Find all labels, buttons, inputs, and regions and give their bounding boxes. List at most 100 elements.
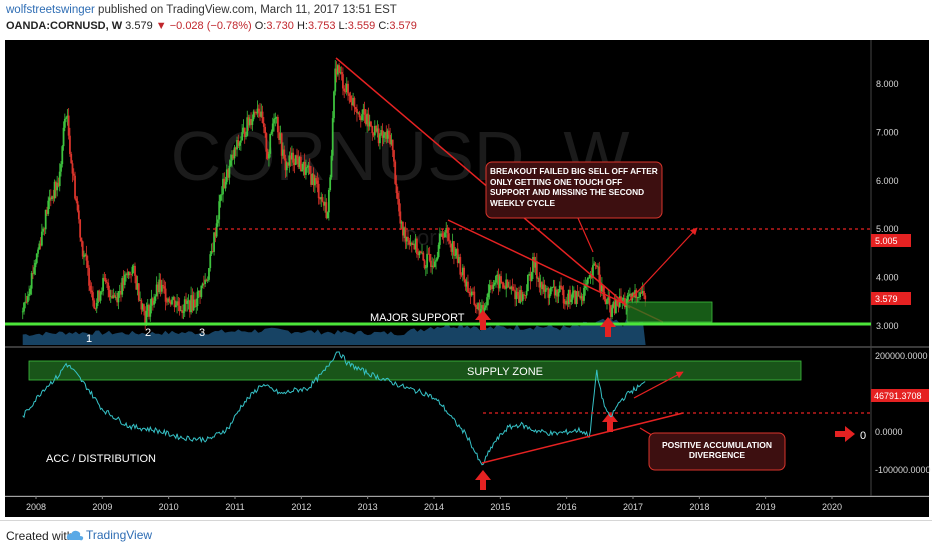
candle-body bbox=[70, 153, 73, 164]
candle-body bbox=[376, 128, 379, 132]
candle-body bbox=[523, 294, 525, 296]
candle-body bbox=[251, 119, 254, 125]
candle-body bbox=[172, 297, 175, 300]
candle-body bbox=[464, 279, 467, 287]
candle-body bbox=[294, 155, 297, 166]
time-axis[interactable]: 2008 2009 2010 2011 2012 2013 2014 2015 2016 2017… bbox=[5, 496, 929, 517]
candle-body bbox=[497, 274, 500, 289]
symbol-label[interactable]: OANDA:CORNUSD, W bbox=[6, 20, 123, 32]
candle-body bbox=[566, 300, 569, 305]
candle-body bbox=[405, 236, 408, 242]
candle-body bbox=[491, 285, 494, 289]
candle-body bbox=[180, 310, 182, 311]
candle-body bbox=[278, 132, 281, 141]
candle-body bbox=[493, 282, 496, 285]
candle-body bbox=[396, 193, 399, 199]
candle-body bbox=[584, 284, 587, 288]
candle-body bbox=[177, 301, 180, 306]
candle-body bbox=[220, 194, 223, 196]
candle-body bbox=[192, 299, 195, 311]
candle-body bbox=[562, 289, 565, 304]
candle-body bbox=[352, 97, 355, 106]
candle-body bbox=[598, 266, 601, 283]
candle-body bbox=[458, 257, 460, 263]
candle-body bbox=[120, 291, 122, 295]
candle-body bbox=[168, 298, 171, 302]
last-price-tag-text: 3.579 bbox=[875, 294, 898, 304]
candle-body bbox=[139, 300, 141, 302]
candle-body bbox=[298, 156, 301, 168]
candle-body bbox=[408, 240, 411, 245]
candle-body bbox=[534, 261, 537, 268]
candle-body bbox=[324, 202, 326, 206]
candle-body bbox=[302, 161, 305, 170]
candle-body bbox=[495, 276, 497, 283]
candle-body bbox=[350, 102, 353, 106]
candle-body bbox=[532, 257, 534, 273]
candle-body bbox=[496, 274, 499, 277]
candle-body bbox=[169, 301, 172, 305]
candle-body bbox=[136, 283, 139, 290]
chart-svg[interactable]: CORNUSD, W Corn MAJOR SUPPORT 1 2 3 BREA… bbox=[0, 38, 932, 520]
candle-body bbox=[467, 281, 469, 292]
candle-body bbox=[91, 292, 94, 301]
candle-body bbox=[509, 286, 511, 290]
candle-body bbox=[256, 108, 259, 114]
close-value: 3.579 bbox=[389, 20, 417, 32]
candle-body bbox=[389, 134, 392, 145]
candle-body bbox=[67, 115, 70, 136]
candle-body bbox=[109, 296, 112, 298]
candle-body bbox=[171, 299, 173, 305]
candle-body bbox=[213, 232, 215, 252]
candle-body bbox=[116, 297, 119, 303]
candle-body bbox=[190, 295, 193, 313]
price-tick-label: 3.000 bbox=[876, 321, 899, 331]
candle-body bbox=[363, 108, 366, 115]
high-label: H: bbox=[296, 20, 308, 32]
candle-body bbox=[504, 287, 506, 289]
price-tick-label: 7.000 bbox=[876, 127, 899, 137]
candle-body bbox=[140, 300, 143, 310]
candle-body bbox=[288, 155, 291, 166]
candle-body bbox=[246, 117, 249, 136]
candle-body bbox=[373, 126, 376, 136]
candle-body bbox=[570, 299, 573, 303]
candle-body bbox=[191, 295, 194, 311]
candle-body bbox=[335, 68, 338, 75]
candle-body bbox=[451, 241, 454, 252]
candle-body bbox=[446, 227, 449, 234]
chart-area[interactable]: CORNUSD, W Corn MAJOR SUPPORT 1 2 3 BREA… bbox=[0, 38, 932, 520]
candle-body bbox=[313, 178, 316, 186]
candle-body bbox=[46, 209, 48, 214]
candle-body bbox=[301, 169, 303, 172]
candle-body bbox=[627, 295, 630, 296]
candle-body bbox=[403, 227, 406, 236]
candle-body bbox=[410, 242, 413, 245]
candle-body bbox=[141, 304, 144, 310]
candle-body bbox=[608, 297, 611, 306]
candle-body bbox=[222, 178, 224, 195]
zero-marker-label: 0 bbox=[860, 430, 866, 442]
candle-body bbox=[223, 178, 226, 189]
divergence-note-text: POSITIVE ACCUMULATION DIVERGENCE bbox=[661, 440, 773, 460]
tradingview-link[interactable]: TradingView bbox=[86, 528, 153, 542]
candle-body bbox=[515, 291, 518, 300]
touch-label-1: 1 bbox=[86, 333, 92, 345]
candle-body bbox=[126, 273, 129, 276]
candle-body bbox=[316, 180, 319, 184]
candle-body bbox=[340, 72, 343, 75]
candle-body bbox=[514, 290, 517, 300]
price-axis[interactable]: 3.000 4.000 5.000 6.000 7.000 8.000 bbox=[876, 79, 899, 331]
candle-body bbox=[163, 286, 166, 289]
candle-body bbox=[555, 289, 557, 296]
published-text: published on TradingView.com, March 11, … bbox=[98, 4, 397, 16]
candle-body bbox=[518, 295, 520, 303]
author-link[interactable]: wolfstreetswinger bbox=[6, 4, 95, 16]
candle-body bbox=[276, 116, 279, 133]
ad-line-path bbox=[22, 351, 646, 466]
open-value: 3.730 bbox=[266, 20, 294, 32]
candle-body bbox=[329, 177, 332, 191]
candle-body bbox=[274, 118, 277, 120]
candle-body bbox=[209, 254, 212, 269]
candle-body bbox=[215, 223, 218, 237]
